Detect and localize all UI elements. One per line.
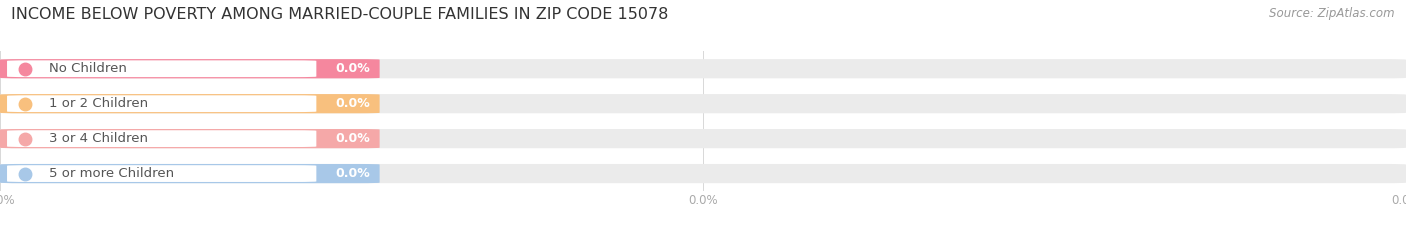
FancyBboxPatch shape (0, 94, 380, 113)
Text: 5 or more Children: 5 or more Children (49, 167, 174, 180)
FancyBboxPatch shape (0, 94, 1406, 113)
FancyBboxPatch shape (7, 165, 316, 182)
FancyBboxPatch shape (0, 164, 1406, 183)
Text: 0.0%: 0.0% (335, 97, 370, 110)
Text: 0.0%: 0.0% (335, 167, 370, 180)
Text: 0.0%: 0.0% (335, 62, 370, 75)
FancyBboxPatch shape (0, 59, 380, 78)
FancyBboxPatch shape (0, 129, 1406, 148)
Text: Source: ZipAtlas.com: Source: ZipAtlas.com (1270, 7, 1395, 20)
Text: 3 or 4 Children: 3 or 4 Children (49, 132, 148, 145)
Text: 0.0%: 0.0% (335, 132, 370, 145)
FancyBboxPatch shape (7, 95, 316, 112)
FancyBboxPatch shape (0, 59, 1406, 78)
Text: INCOME BELOW POVERTY AMONG MARRIED-COUPLE FAMILIES IN ZIP CODE 15078: INCOME BELOW POVERTY AMONG MARRIED-COUPL… (11, 7, 669, 22)
FancyBboxPatch shape (0, 129, 380, 148)
FancyBboxPatch shape (7, 130, 316, 147)
Text: 1 or 2 Children: 1 or 2 Children (49, 97, 149, 110)
FancyBboxPatch shape (0, 164, 380, 183)
Text: No Children: No Children (49, 62, 127, 75)
FancyBboxPatch shape (7, 60, 316, 77)
